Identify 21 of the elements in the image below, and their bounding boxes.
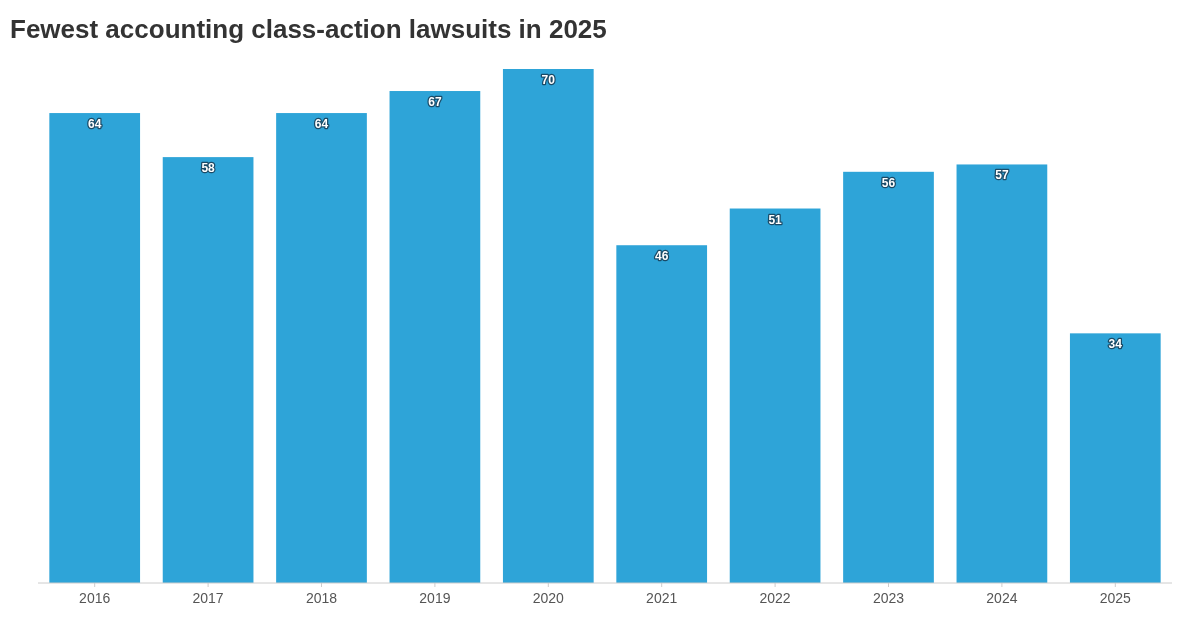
x-tick-label: 2021 bbox=[646, 590, 678, 606]
x-tick-label: 2025 bbox=[1099, 590, 1132, 606]
data-label: 56 bbox=[881, 175, 896, 190]
data-label: 57 bbox=[995, 168, 1009, 183]
x-tick-label: 2016 bbox=[79, 590, 111, 606]
data-label: 70 bbox=[541, 73, 556, 87]
data-label: 34 bbox=[1108, 337, 1123, 352]
x-tick-label: 2019 bbox=[419, 590, 451, 606]
x-tick-label: 2023 bbox=[872, 590, 905, 606]
data-label: 46 bbox=[655, 249, 669, 264]
data-label: 64 bbox=[314, 117, 329, 132]
x-tick-label: 2022 bbox=[759, 590, 791, 606]
chart-title: Fewest accounting class-action lawsuits in 2025 bbox=[10, 14, 607, 44]
x-tick-label: 2024 bbox=[986, 590, 1018, 606]
data-label: 64 bbox=[88, 117, 102, 132]
data-label: 51 bbox=[768, 212, 783, 227]
x-tick-label: 2018 bbox=[305, 590, 338, 606]
data-label: 67 bbox=[428, 95, 442, 110]
data-label: 58 bbox=[201, 161, 216, 176]
x-tick-label: 2020 bbox=[532, 590, 565, 606]
x-tick-label: 2017 bbox=[192, 590, 224, 606]
